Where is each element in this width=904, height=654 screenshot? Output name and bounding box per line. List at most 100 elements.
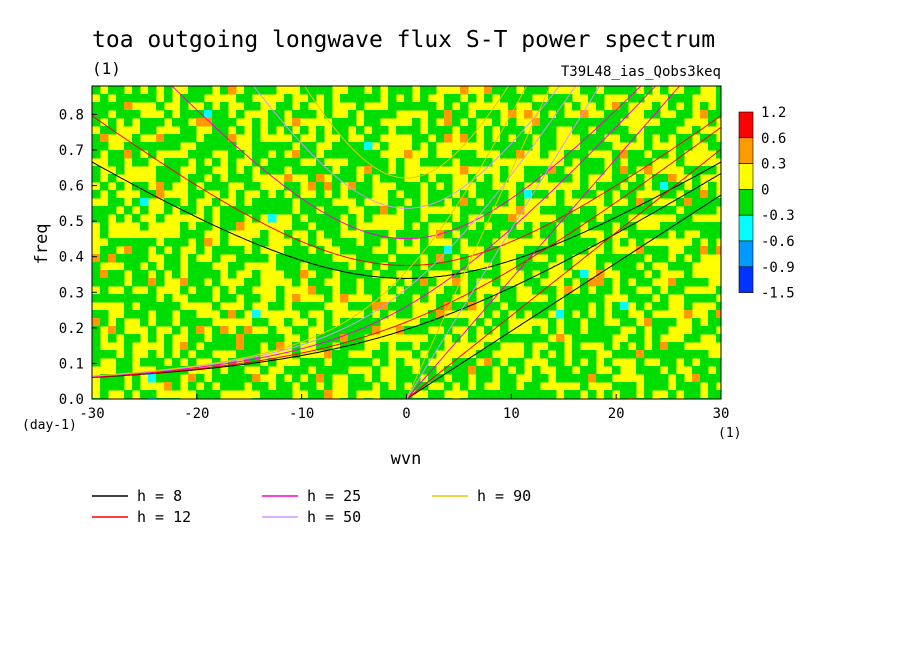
spectrum-cell [436, 374, 445, 383]
spectrum-cell [628, 182, 637, 191]
spectrum-cell [196, 94, 205, 103]
spectrum-cell [652, 302, 661, 311]
spectrum-cell [316, 358, 325, 367]
ig-curve-h50 [252, 86, 561, 209]
spectrum-cell [276, 334, 285, 343]
spectrum-cell [692, 374, 701, 383]
spectrum-cell [612, 118, 621, 127]
x-unit-label: (1) [718, 426, 741, 441]
spectrum-cell [276, 158, 285, 167]
spectrum-cell [316, 270, 325, 279]
spectrum-cell [292, 222, 301, 231]
spectrum-cell [196, 270, 205, 279]
spectrum-cell [132, 134, 141, 143]
spectrum-cell [300, 326, 309, 335]
spectrum-cell [628, 134, 637, 143]
spectrum-cell [396, 254, 405, 263]
spectrum-cell [172, 382, 181, 391]
spectrum-cell [692, 246, 701, 255]
x-tick-label: 30 [713, 406, 730, 422]
y-tick-label: 0.6 [59, 179, 84, 195]
spectrum-cell [100, 206, 109, 215]
spectrum-cell [668, 350, 677, 359]
spectrum-cell [660, 358, 669, 367]
spectrum-cell [380, 358, 389, 367]
spectrum-cell [148, 302, 157, 311]
spectrum-cell [308, 278, 317, 287]
y-tick-label: 0.3 [59, 285, 84, 301]
spectrum-cell [604, 222, 613, 231]
spectrum-cell [100, 102, 109, 111]
spectrum-cell [228, 206, 237, 215]
spectrum-cell [564, 254, 573, 263]
spectrum-cell [252, 254, 261, 263]
spectrum-cell [340, 174, 349, 183]
spectrum-cell [220, 326, 229, 335]
spectrum-cell [372, 302, 381, 311]
spectrum-cell [564, 302, 573, 311]
spectrum-cell [284, 262, 293, 271]
spectrum-cell [108, 374, 117, 383]
spectrum-cell [572, 318, 581, 327]
spectrum-cell [588, 278, 597, 287]
spectrum-cell [204, 206, 213, 215]
spectrum-cell [244, 294, 253, 303]
spectrum-cell [652, 174, 661, 183]
spectrum-cell [484, 326, 493, 335]
spectrum-cell [484, 182, 493, 191]
spectrum-cell [716, 86, 721, 95]
spectrum-cell [548, 246, 557, 255]
spectrum-cell [236, 286, 245, 295]
spectrum-cell [140, 94, 149, 103]
spectrum-cell [188, 294, 197, 303]
spectrum-cell [156, 142, 165, 151]
spectrum-cell [684, 350, 693, 359]
spectrum-cell [244, 334, 253, 343]
spectrum-cell [460, 198, 469, 207]
spectrum-cell [92, 166, 101, 175]
spectrum-cell [588, 222, 597, 231]
spectrum-cell [332, 142, 341, 151]
spectrum-cell [524, 86, 533, 95]
spectrum-cell [412, 350, 421, 359]
spectrum-cell [684, 86, 693, 95]
spectrum-cell [196, 286, 205, 295]
spectrum-cell [116, 198, 125, 207]
spectrum-cell [364, 142, 373, 151]
spectrum-cell [348, 158, 357, 167]
spectrum-cell [620, 278, 629, 287]
spectrum-cell [196, 158, 205, 167]
colorbar-label: -0.3 [761, 208, 795, 224]
spectrum-cell [436, 342, 445, 351]
spectrum-cell [356, 302, 365, 311]
spectrum-cell [356, 342, 365, 351]
spectrum-cell [340, 142, 349, 151]
spectrum-cell [180, 118, 189, 127]
spectrum-cell [164, 158, 173, 167]
spectrum-cell [396, 294, 405, 303]
spectrum-cell [252, 350, 261, 359]
spectrum-cell [700, 366, 709, 375]
spectrum-cell [708, 110, 717, 119]
legend: h = 8h = 12h = 25h = 50h = 90 [92, 487, 531, 526]
spectrum-cell [500, 334, 509, 343]
spectrum-cell [612, 310, 621, 319]
spectrum-cell [116, 254, 125, 263]
spectrum-cell [388, 86, 397, 95]
spectrum-cell [204, 214, 213, 223]
spectrum-cell [404, 214, 413, 223]
chart-subtitle-right: T39L48_ias_Qobs3keq [561, 64, 721, 80]
spectrum-cell [500, 214, 509, 223]
spectrum-cell [492, 278, 501, 287]
spectrum-cell [436, 246, 445, 255]
spectrum-cell [692, 294, 701, 303]
spectrum-cell [156, 118, 165, 127]
spectrum-cell [556, 358, 565, 367]
spectrum-cell [700, 198, 709, 207]
spectrum-cell [508, 358, 517, 367]
spectrum-cell [604, 286, 613, 295]
spectrum-cell [164, 382, 173, 391]
spectrum-cell [308, 214, 317, 223]
spectrum-cell [620, 150, 629, 159]
spectrum-cell [484, 214, 493, 223]
